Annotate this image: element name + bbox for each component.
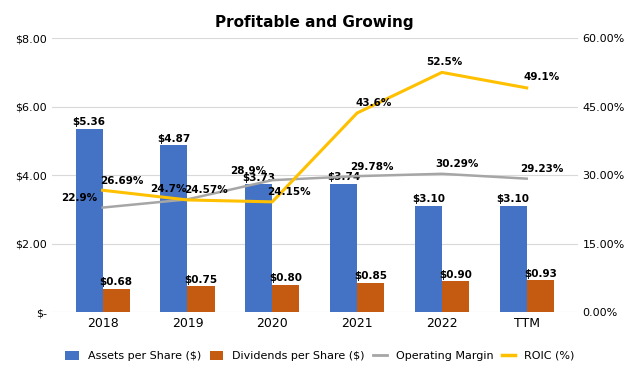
Legend: Assets per Share ($), Dividends per Share ($), Operating Margin, ROIC (%): Assets per Share ($), Dividends per Shar… [61, 346, 579, 365]
Text: $0.68: $0.68 [100, 277, 132, 287]
Text: $0.80: $0.80 [269, 273, 302, 283]
Bar [500, 206, 527, 312]
Bar [272, 285, 300, 312]
Operating Margin [99, 205, 106, 210]
ROIC (%) [523, 86, 531, 90]
Text: 49.1%: 49.1% [524, 72, 560, 82]
Bar [415, 206, 442, 312]
Text: 43.6%: 43.6% [356, 98, 392, 108]
ROIC (%) [438, 70, 445, 75]
ROIC (%) [99, 188, 106, 193]
Text: 24.7%: 24.7% [150, 184, 187, 194]
Text: 52.5%: 52.5% [426, 57, 463, 67]
Operating Margin [523, 177, 531, 181]
Bar [102, 289, 130, 312]
Text: $0.90: $0.90 [439, 270, 472, 280]
Bar [76, 128, 102, 312]
Text: 29.23%: 29.23% [520, 164, 564, 174]
Operating Margin [438, 172, 445, 176]
Text: 29.78%: 29.78% [351, 162, 394, 171]
Text: $3.73: $3.73 [242, 173, 275, 183]
Text: $0.93: $0.93 [524, 269, 557, 279]
Line: Operating Margin: Operating Margin [102, 174, 527, 207]
Text: $0.85: $0.85 [354, 271, 387, 281]
Bar [527, 280, 554, 312]
Bar [188, 286, 214, 312]
Text: $4.87: $4.87 [157, 134, 191, 144]
ROIC (%) [184, 198, 191, 202]
Text: 30.29%: 30.29% [435, 159, 479, 169]
Operating Margin [353, 174, 361, 178]
Bar [161, 145, 188, 312]
Text: $3.74: $3.74 [327, 173, 360, 182]
Title: Profitable and Growing: Profitable and Growing [216, 15, 414, 30]
Bar [245, 184, 272, 312]
Line: ROIC (%): ROIC (%) [102, 72, 527, 202]
Bar [442, 281, 469, 312]
Text: $5.36: $5.36 [72, 117, 106, 127]
Text: 28.9%: 28.9% [230, 165, 267, 175]
Text: $3.10: $3.10 [412, 194, 445, 204]
Text: 24.15%: 24.15% [268, 187, 311, 197]
ROIC (%) [353, 111, 361, 115]
Text: 22.9%: 22.9% [61, 193, 97, 203]
Text: $3.10: $3.10 [497, 194, 530, 204]
Operating Margin [268, 178, 276, 183]
Text: $0.75: $0.75 [184, 275, 218, 285]
Operating Margin [184, 197, 191, 201]
Text: 26.69%: 26.69% [100, 176, 143, 186]
Bar [330, 184, 357, 312]
ROIC (%) [268, 200, 276, 204]
Bar [357, 283, 384, 312]
Text: 24.57%: 24.57% [184, 186, 228, 196]
